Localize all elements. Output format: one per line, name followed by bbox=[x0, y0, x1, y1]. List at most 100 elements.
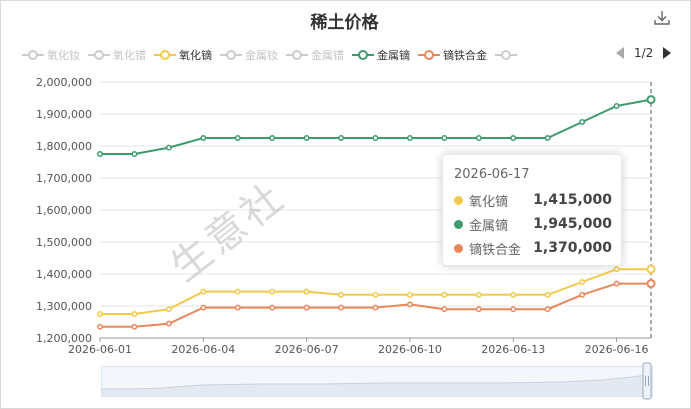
data-point bbox=[338, 304, 345, 311]
y-tick-label: 1,700,000 bbox=[36, 172, 92, 185]
tooltip-date: 2026-06-17 bbox=[454, 167, 530, 182]
x-tick-label: 2026-06-16 bbox=[585, 343, 649, 356]
data-point bbox=[97, 323, 103, 330]
tooltip-dot bbox=[454, 219, 463, 229]
data-point bbox=[579, 291, 586, 298]
legend-marker-icon bbox=[495, 50, 517, 60]
tooltip-row: 氧化镝 1,415,000 bbox=[454, 191, 612, 210]
data-point bbox=[544, 306, 551, 313]
legend-label: 氧化镨 bbox=[113, 49, 146, 62]
tooltip-series-value: 1,945,000 bbox=[533, 216, 612, 232]
data-point bbox=[613, 280, 620, 287]
data-point bbox=[579, 119, 586, 125]
data-tooltip: 2026-06-17 氧化镝 1,415,000 金属镝 1,945,000 镝… bbox=[442, 154, 622, 266]
data-point bbox=[234, 288, 241, 295]
x-tick-label: 2026-06-07 bbox=[275, 343, 339, 356]
data-point bbox=[475, 135, 482, 141]
x-tick-label: 2026-06-04 bbox=[171, 343, 235, 356]
tooltip-series-name: 镝铁合金 bbox=[469, 242, 522, 258]
legend-label: 金属钕 bbox=[245, 49, 278, 62]
legend-marker-icon bbox=[352, 50, 374, 60]
legend-item[interactable]: 金属钕 bbox=[220, 47, 278, 63]
data-point bbox=[646, 279, 656, 289]
legend-item[interactable]: 金属镝 bbox=[352, 47, 410, 63]
legend-label: 氧化镝 bbox=[179, 49, 212, 62]
data-point bbox=[165, 144, 172, 151]
legend-item[interactable]: 氧化钕 bbox=[22, 47, 80, 63]
legend-marker-icon bbox=[220, 50, 242, 60]
legend-marker-icon bbox=[88, 50, 110, 60]
legend-item[interactable]: 氧化镝 bbox=[154, 47, 212, 63]
legend-marker-icon bbox=[418, 50, 440, 60]
tooltip-series-value: 1,415,000 bbox=[533, 192, 612, 208]
data-point bbox=[613, 103, 620, 109]
download-icon[interactable] bbox=[653, 9, 671, 27]
y-tick-label: 1,900,000 bbox=[36, 108, 92, 121]
legend-item[interactable]: 镝铁合金 bbox=[418, 47, 487, 63]
data-point bbox=[165, 306, 172, 313]
next-page-icon[interactable] bbox=[661, 46, 673, 60]
y-tick-label: 1,800,000 bbox=[36, 140, 92, 153]
data-point bbox=[372, 291, 379, 298]
data-point bbox=[200, 135, 207, 141]
tooltip-series-value: 1,370,000 bbox=[533, 240, 612, 256]
legend-marker-icon bbox=[22, 50, 44, 60]
chart-legend: 氧化钕 氧化镨 氧化镝 金属钕 金属镨 金属镝 镝铁合金 bbox=[22, 44, 528, 66]
data-point bbox=[269, 304, 276, 311]
legend-label: 氧化钕 bbox=[47, 49, 80, 62]
y-tick-label: 1,500,000 bbox=[36, 236, 92, 249]
chart-title: 稀土价格 bbox=[310, 13, 379, 33]
data-point bbox=[544, 135, 551, 141]
data-point bbox=[303, 135, 310, 141]
data-point bbox=[406, 301, 413, 308]
data-point bbox=[200, 288, 207, 295]
data-point bbox=[441, 291, 448, 298]
data-point bbox=[97, 311, 103, 317]
data-point bbox=[510, 306, 517, 313]
data-point bbox=[338, 291, 345, 298]
data-point bbox=[165, 320, 172, 327]
tooltip-series-name: 氧化镝 bbox=[469, 194, 509, 210]
data-point bbox=[269, 288, 276, 295]
data-point bbox=[269, 135, 276, 141]
data-point bbox=[441, 306, 448, 313]
zoom-handle[interactable] bbox=[640, 362, 654, 400]
data-point bbox=[131, 311, 138, 317]
y-tick-label: 1,200,000 bbox=[36, 332, 92, 345]
legend-label: 镝铁合金 bbox=[443, 49, 487, 62]
zoom-preview bbox=[102, 373, 653, 396]
legend-label: 金属镝 bbox=[377, 49, 410, 62]
legend-page-indicator: 1/2 bbox=[634, 46, 654, 60]
data-point bbox=[97, 151, 103, 157]
data-point bbox=[303, 288, 310, 295]
data-point bbox=[131, 151, 138, 157]
y-tick-label: 1,300,000 bbox=[36, 300, 92, 313]
legend-marker-icon bbox=[154, 50, 176, 60]
data-point bbox=[372, 304, 379, 311]
legend-pager: 1/2 bbox=[614, 46, 673, 60]
x-tick-label: 2026-06-10 bbox=[378, 343, 442, 356]
data-point bbox=[510, 291, 517, 298]
tooltip-row: 镝铁合金 1,370,000 bbox=[454, 239, 612, 258]
data-point bbox=[338, 135, 345, 141]
data-point bbox=[131, 323, 138, 330]
data-point bbox=[646, 95, 656, 105]
x-tick-label: 2026-06-01 bbox=[68, 343, 132, 356]
zoom-slider[interactable] bbox=[101, 366, 653, 397]
data-point bbox=[475, 306, 482, 313]
legend-item[interactable] bbox=[495, 49, 520, 61]
data-point bbox=[544, 291, 551, 298]
data-point bbox=[406, 291, 413, 298]
tooltip-series-name: 金属镝 bbox=[469, 218, 509, 234]
data-point bbox=[200, 304, 207, 311]
data-point bbox=[579, 279, 586, 285]
data-point bbox=[372, 135, 379, 141]
data-point bbox=[234, 304, 241, 311]
prev-page-icon[interactable] bbox=[614, 46, 626, 60]
legend-item[interactable]: 金属镨 bbox=[286, 47, 344, 63]
data-point bbox=[475, 291, 482, 298]
data-point bbox=[441, 135, 448, 141]
legend-item[interactable]: 氧化镨 bbox=[88, 47, 146, 63]
data-point bbox=[234, 135, 241, 141]
